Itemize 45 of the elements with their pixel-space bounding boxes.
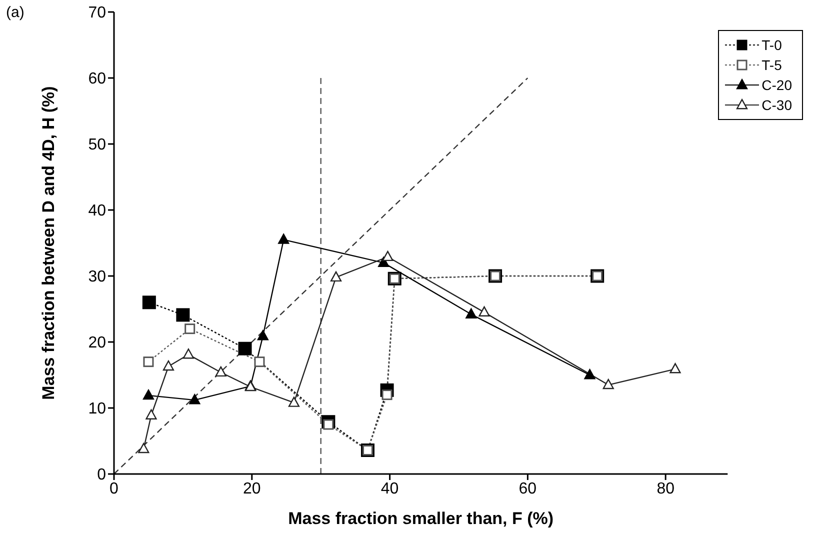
x-tick-label: 80 <box>656 480 675 498</box>
y-axis-title: Mass fraction between D and 4D, H (%) <box>39 86 58 400</box>
point <box>478 306 490 316</box>
point <box>254 356 265 368</box>
x-axis-title: Mass fraction smaller than, F (%) <box>288 509 554 528</box>
y-tick-label: 50 <box>88 136 106 154</box>
point <box>602 378 614 390</box>
text: (a) <box>6 4 24 21</box>
y-tick-label: 70 <box>88 4 106 22</box>
point <box>182 348 194 359</box>
point <box>257 330 268 340</box>
point <box>584 369 596 380</box>
x-tick-label: 60 <box>518 480 537 498</box>
y-tick-label: 40 <box>88 202 106 220</box>
point <box>184 324 196 334</box>
legend-label: C-30 <box>762 97 792 113</box>
y-tick-label: 10 <box>88 400 106 418</box>
point <box>278 234 290 244</box>
legend-label: T-0 <box>762 37 782 53</box>
point <box>330 271 342 282</box>
legend-label: T-5 <box>762 57 782 73</box>
point <box>323 419 334 430</box>
y-tick-label: 20 <box>88 334 106 352</box>
y-tick-label: 0 <box>97 466 106 484</box>
x-tick-label: 20 <box>243 480 261 498</box>
point <box>138 442 150 454</box>
point <box>146 409 157 420</box>
point <box>215 366 226 377</box>
point <box>143 356 154 368</box>
point <box>176 308 190 322</box>
x-tick-label: 40 <box>380 480 399 498</box>
point <box>162 360 174 371</box>
point <box>288 396 300 407</box>
point <box>189 394 200 404</box>
point <box>382 250 394 262</box>
x-tick-label: 0 <box>110 480 119 498</box>
y-tick-label: 30 <box>88 268 106 286</box>
point <box>142 389 154 400</box>
point <box>670 363 681 374</box>
point <box>466 308 477 318</box>
y-tick-label: 60 <box>88 70 106 88</box>
legend-label: C-20 <box>762 77 792 93</box>
point <box>142 296 156 310</box>
point <box>382 390 392 400</box>
point <box>238 342 252 356</box>
